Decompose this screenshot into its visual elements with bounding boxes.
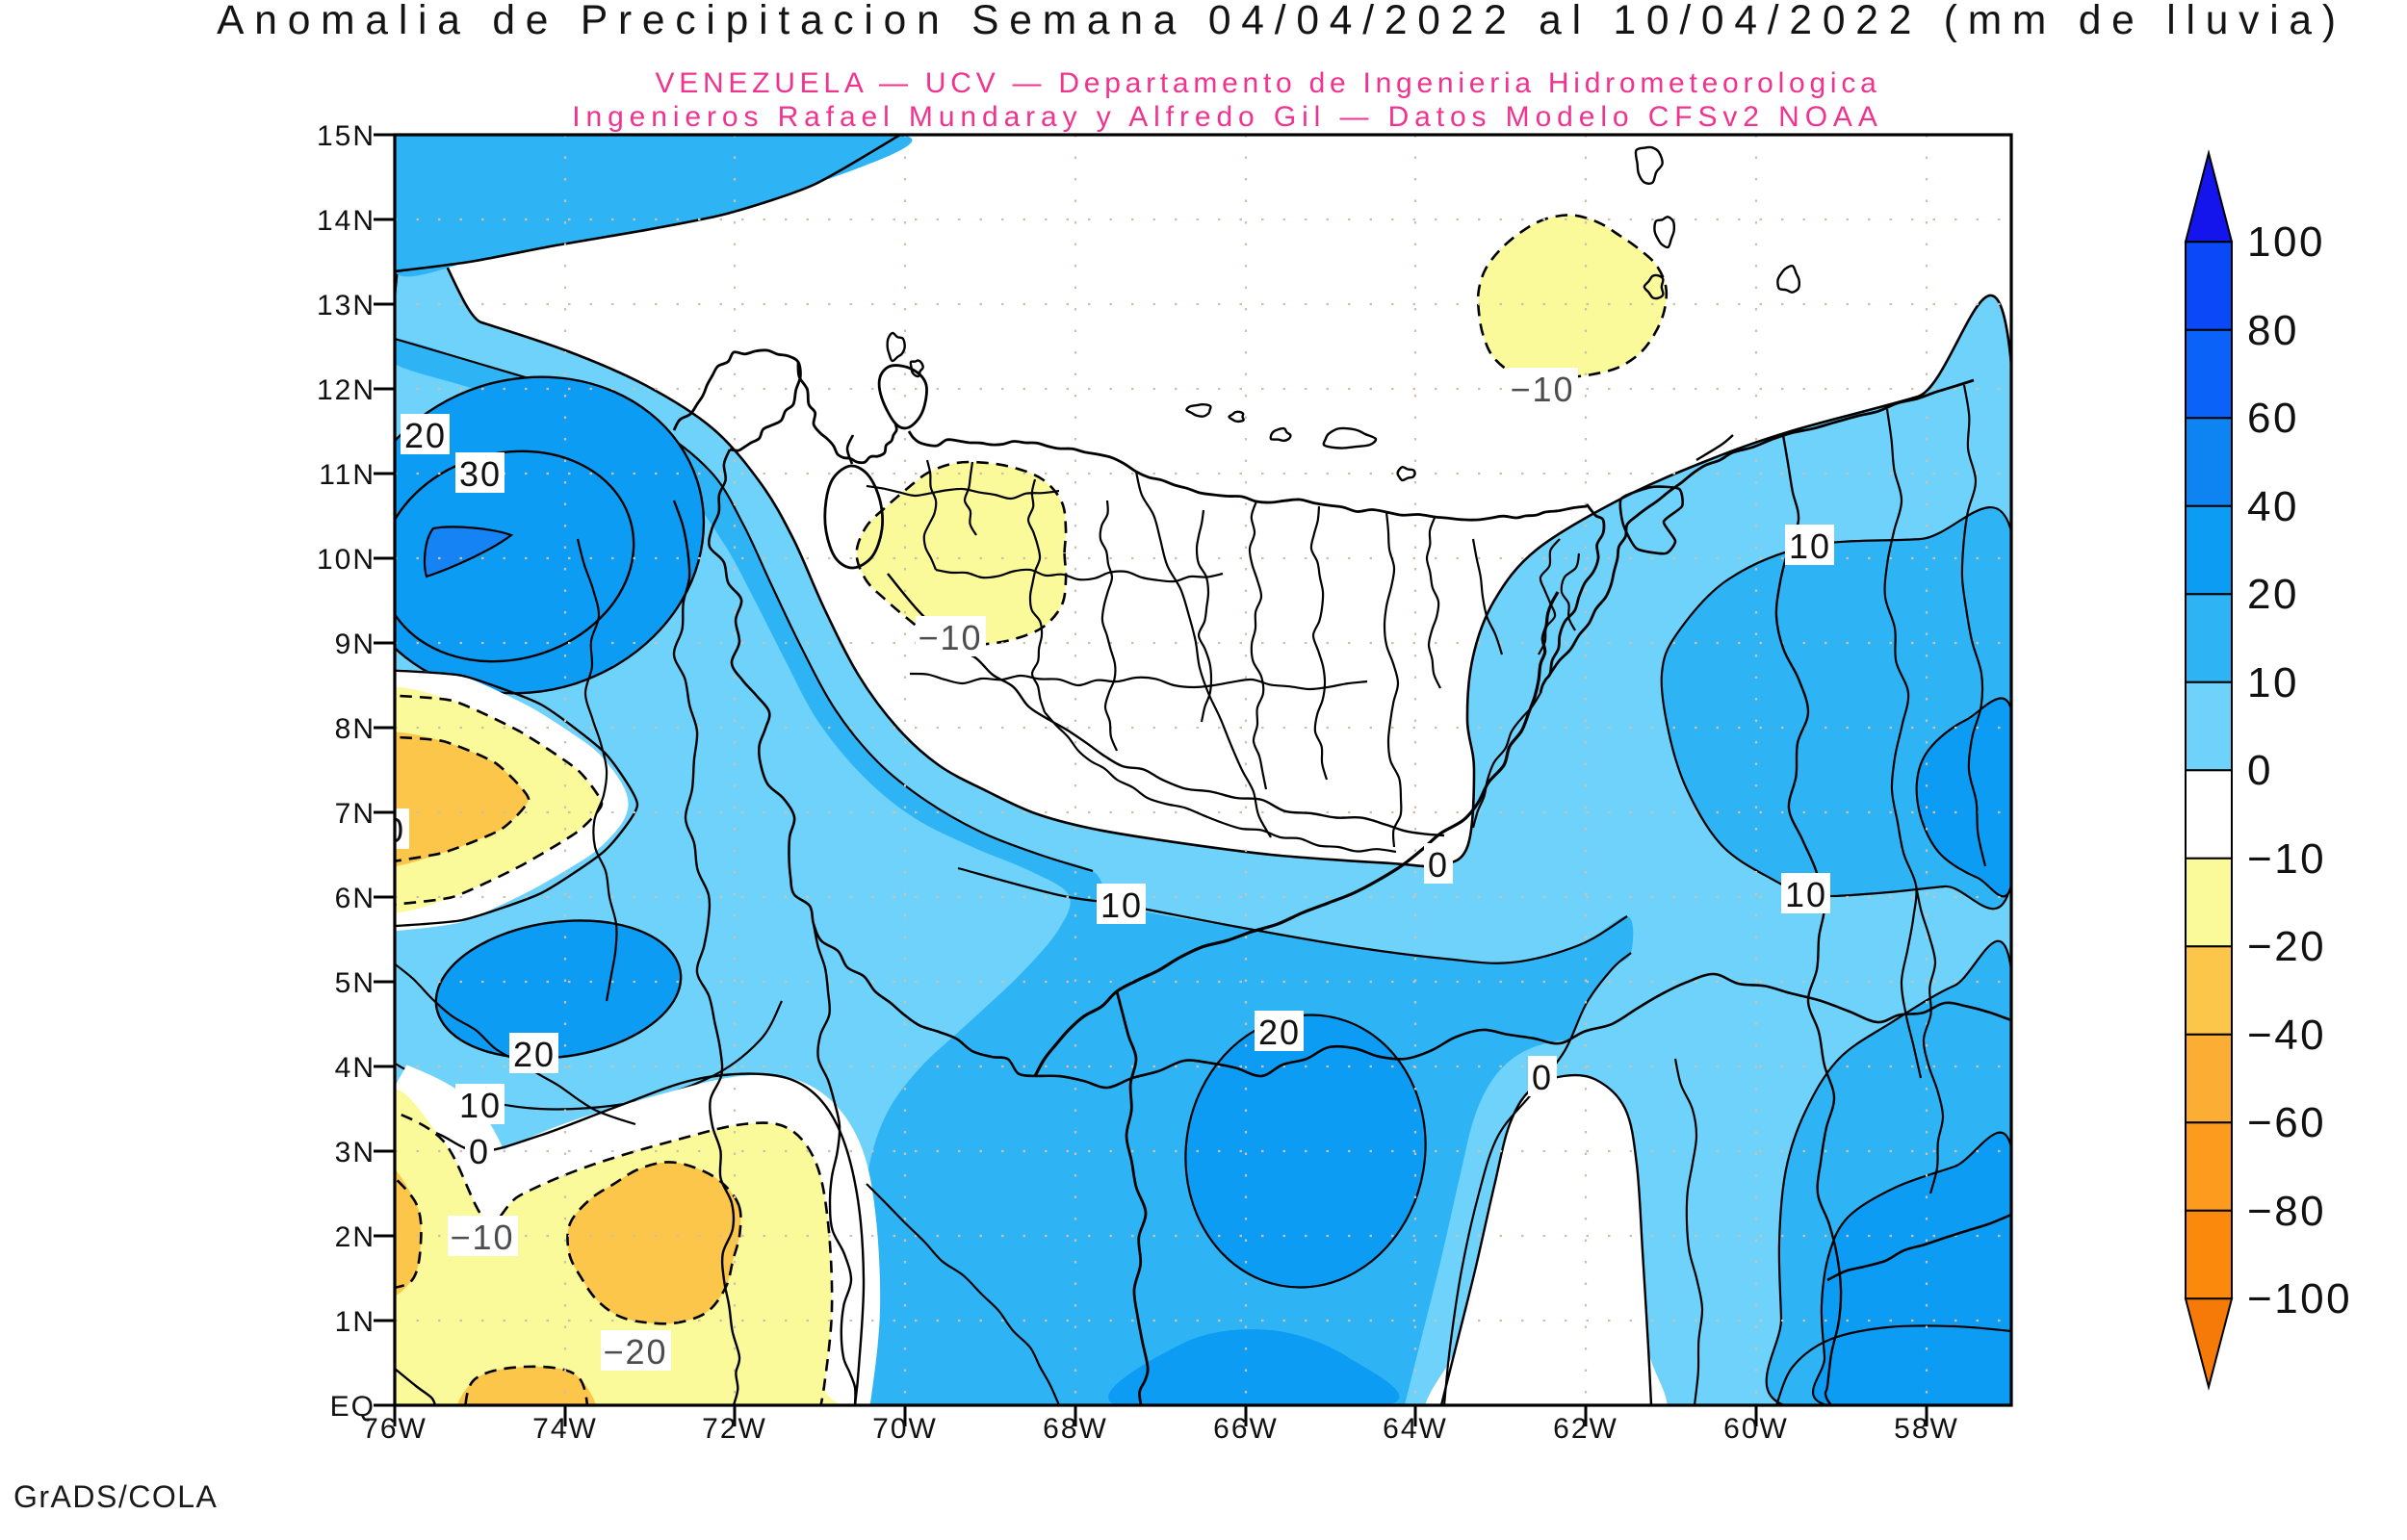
svg-text:−10: −10 [2247, 835, 2326, 883]
svg-text:6N: 6N [335, 883, 375, 914]
svg-text:100: 100 [2247, 218, 2325, 266]
svg-text:−80: −80 [2247, 1188, 2326, 1235]
svg-text:13N: 13N [317, 290, 375, 321]
svg-text:10: 10 [459, 1086, 502, 1125]
svg-text:10N: 10N [317, 544, 375, 576]
svg-text:7N: 7N [335, 798, 375, 830]
svg-text:5N: 5N [335, 967, 375, 999]
svg-text:12N: 12N [317, 374, 375, 406]
svg-text:−40: −40 [2247, 1012, 2326, 1059]
svg-text:GrADS/COLA: GrADS/COLA [13, 1479, 218, 1514]
svg-text:30: 30 [459, 454, 502, 494]
svg-text:76W: 76W [362, 1413, 427, 1445]
svg-text:40: 40 [2247, 483, 2299, 530]
svg-text:20: 20 [1258, 1013, 1301, 1052]
svg-text:EQ: EQ [330, 1391, 375, 1423]
svg-text:2N: 2N [335, 1221, 375, 1253]
svg-text:0: 0 [1532, 1058, 1553, 1097]
svg-text:70W: 70W [872, 1413, 938, 1445]
svg-text:4N: 4N [335, 1052, 375, 1084]
svg-text:−10: −10 [1510, 370, 1574, 409]
svg-text:68W: 68W [1043, 1413, 1108, 1445]
svg-text:−60: −60 [2247, 1099, 2326, 1146]
svg-text:10: 10 [1785, 875, 1827, 914]
svg-text:VENEZUELA — UCV — Departamento: VENEZUELA — UCV — Departamento de Ingeni… [655, 67, 1880, 99]
svg-text:60: 60 [2247, 395, 2299, 442]
svg-text:58W: 58W [1894, 1413, 1959, 1445]
svg-text:10: 10 [1100, 886, 1143, 925]
svg-text:62W: 62W [1553, 1413, 1618, 1445]
svg-text:Anomalia de Precipitacion Sema: Anomalia de Precipitacion Semana 04/04/2… [217, 0, 2346, 43]
svg-text:74W: 74W [532, 1413, 598, 1445]
svg-text:0: 0 [469, 1132, 490, 1171]
svg-text:3N: 3N [335, 1137, 375, 1168]
svg-text:8N: 8N [335, 713, 375, 745]
svg-text:64W: 64W [1383, 1413, 1448, 1445]
svg-text:20: 20 [513, 1035, 556, 1074]
svg-text:72W: 72W [702, 1413, 767, 1445]
svg-text:1N: 1N [335, 1306, 375, 1338]
svg-text:10: 10 [2247, 659, 2299, 706]
svg-text:20: 20 [2247, 571, 2299, 618]
svg-text:80: 80 [2247, 307, 2299, 354]
svg-text:Ingenieros Rafael Mundaray y A: Ingenieros Rafael Mundaray y Alfredo Gil… [572, 101, 1883, 133]
svg-text:60W: 60W [1723, 1413, 1789, 1445]
svg-text:9N: 9N [335, 629, 375, 660]
svg-text:66W: 66W [1213, 1413, 1279, 1445]
svg-text:14N: 14N [317, 205, 375, 237]
svg-text:−10: −10 [918, 618, 982, 657]
svg-text:0: 0 [1428, 845, 1449, 885]
svg-text:−20: −20 [2247, 923, 2326, 970]
svg-text:−100: −100 [2247, 1275, 2352, 1322]
svg-text:20: 20 [404, 416, 447, 455]
svg-text:0: 0 [2247, 747, 2273, 794]
svg-text:10: 10 [1789, 526, 1831, 566]
svg-text:15N: 15N [317, 120, 375, 152]
svg-text:0: 0 [384, 810, 405, 850]
svg-text:−10: −10 [450, 1218, 514, 1257]
svg-text:11N: 11N [319, 459, 375, 491]
svg-text:−20: −20 [603, 1332, 667, 1372]
